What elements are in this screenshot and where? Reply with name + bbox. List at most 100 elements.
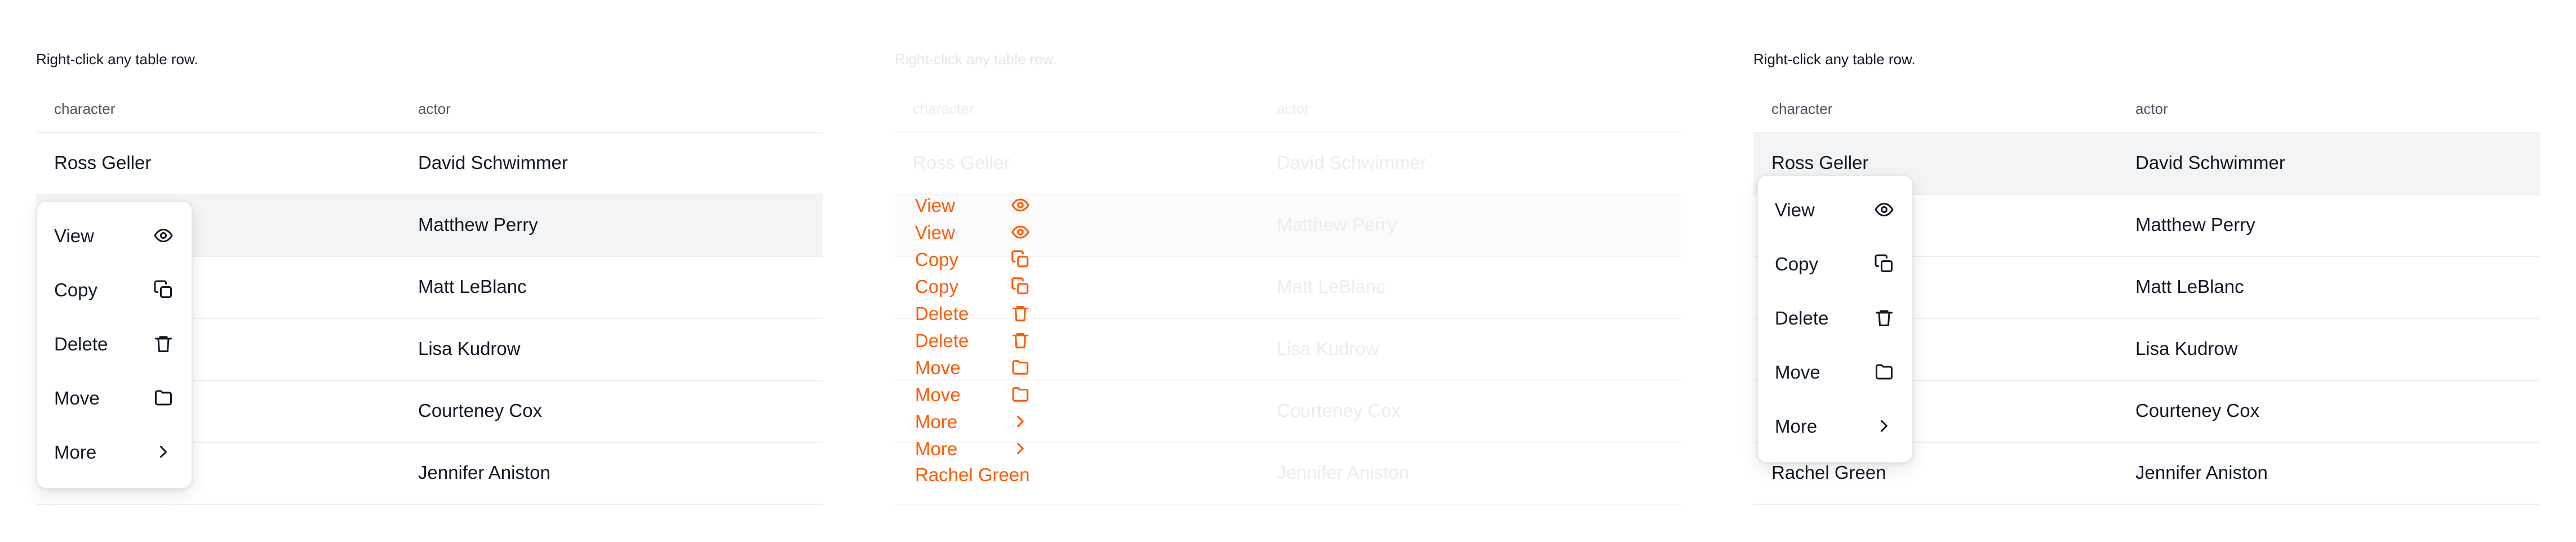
menu-item-move[interactable]: Move [915, 354, 1045, 381]
menu-item-label: Copy [915, 276, 959, 297]
menu-item-view[interactable]: View [915, 192, 1045, 219]
table-row[interactable]: Jennifer Aniston [895, 443, 1681, 505]
copy-icon [1874, 254, 1894, 274]
menu-item-copy[interactable]: Copy [915, 246, 1045, 273]
table-row[interactable]: Ross Geller David Schwimmer [36, 133, 823, 195]
cell-actor: Jennifer Aniston [2135, 462, 2268, 483]
trash-icon [1011, 331, 1030, 350]
table-header: character actor [895, 92, 1681, 133]
chevron-right-icon [153, 442, 174, 462]
cell-actor: Courteney Cox [2135, 400, 2260, 421]
column-header-actor: actor [2135, 100, 2168, 117]
menu-item-delete[interactable]: Delete [37, 318, 192, 372]
chevron-right-icon [1011, 439, 1030, 458]
trash-icon [1011, 304, 1030, 323]
table-header: character actor [36, 92, 823, 133]
context-menu: View Copy Delete Move More [36, 201, 193, 489]
menu-item-copy[interactable]: Copy [37, 264, 192, 318]
menu-item-label: Move [915, 384, 961, 405]
cell-actor: Matt LeBlanc [1277, 276, 1385, 297]
menu-item-more[interactable]: More [1758, 400, 1912, 454]
cell-character: Ross Geller [913, 152, 1010, 173]
menu-item-move[interactable]: Move [37, 372, 192, 426]
menu-item-label: Move [54, 388, 100, 408]
context-menu: View Copy Delete Move More [1757, 175, 1913, 463]
table-row[interactable]: Rachel Green Jennifer Aniston [1753, 443, 2540, 505]
chevron-right-icon [1874, 416, 1894, 436]
cell-actor: Courteney Cox [418, 400, 543, 421]
table-row[interactable]: Ross Geller David Schwimmer [895, 133, 1681, 195]
demo-panel-2: Right-click any table row. character act… [859, 0, 1717, 542]
cell-character: Ross Geller [54, 152, 152, 173]
menu-item-view[interactable]: View [915, 219, 1045, 246]
instruction-text: Right-click any table row. [895, 51, 1057, 68]
menu-item-label: Delete [915, 330, 969, 351]
column-header-character: character [913, 100, 974, 117]
menu-item-more[interactable]: More [915, 408, 1045, 435]
table: character actor Ross Geller David Schwimm… [895, 92, 1681, 505]
instruction-text: Right-click any table row. [36, 51, 198, 68]
folder-icon [1011, 358, 1030, 377]
menu-item-label: Move [915, 357, 961, 378]
context-menu-ghost: View View Copy Copy Delete Delete Move M… [915, 192, 1045, 462]
menu-item-move[interactable]: Move [1758, 346, 1912, 400]
menu-item-label: More [1775, 416, 1818, 437]
menu-item-label: Copy [1775, 254, 1819, 274]
menu-item-label: View [915, 222, 955, 243]
menu-item-view[interactable]: View [1758, 184, 1912, 238]
cell-actor: Lisa Kudrow [418, 338, 521, 359]
cell-actor: Jennifer Aniston [1277, 462, 1409, 483]
ghost-row-label: Rachel Green [915, 464, 1030, 485]
menu-item-copy[interactable]: Copy [1758, 238, 1912, 292]
column-header-actor: actor [1277, 100, 1309, 117]
column-header-actor: actor [418, 100, 451, 117]
table-row[interactable]: Matt LeBlanc [895, 257, 1681, 319]
cell-actor: Lisa Kudrow [1277, 338, 1379, 359]
menu-item-label: More [915, 438, 958, 459]
menu-item-copy[interactable]: Copy [915, 273, 1045, 300]
menu-item-more[interactable]: More [37, 426, 192, 480]
eye-icon [1011, 196, 1030, 215]
cell-actor: Matthew Perry [1277, 214, 1397, 235]
trash-icon [1874, 308, 1894, 328]
eye-icon [1874, 199, 1894, 220]
instruction-text: Right-click any table row. [1753, 51, 1916, 68]
cell-actor: David Schwimmer [1277, 152, 1427, 173]
table-row[interactable]: Matthew Perry [895, 195, 1681, 257]
menu-item-label: Copy [915, 249, 959, 270]
menu-item-view[interactable]: View [37, 210, 192, 264]
cell-actor: Lisa Kudrow [2135, 338, 2238, 359]
table-row[interactable]: Lisa Kudrow [895, 319, 1681, 381]
copy-icon [1011, 277, 1030, 296]
table-row[interactable]: Courteney Cox [895, 381, 1681, 443]
cell-character: Ross Geller [1771, 152, 1869, 173]
cell-actor: Jennifer Aniston [418, 462, 550, 483]
cell-actor: Matthew Perry [418, 214, 538, 235]
chevron-right-icon [1011, 412, 1030, 431]
cell-character: Rachel Green [1771, 462, 1886, 483]
menu-item-label: View [1775, 199, 1815, 220]
menu-item-more[interactable]: More [915, 435, 1045, 462]
menu-item-label: Delete [915, 303, 969, 324]
cell-actor: Matt LeBlanc [418, 276, 527, 297]
menu-item-label: More [915, 411, 958, 432]
menu-item-label: View [915, 195, 955, 216]
eye-icon [1011, 223, 1030, 242]
copy-icon [1011, 250, 1030, 269]
folder-icon [153, 388, 174, 408]
cell-actor: David Schwimmer [2135, 152, 2285, 173]
cell-actor: Matt LeBlanc [2135, 276, 2244, 297]
menu-item-label: Delete [1775, 308, 1829, 328]
menu-item-label: Copy [54, 279, 98, 300]
menu-item-delete[interactable]: Delete [1758, 292, 1912, 346]
menu-item-delete[interactable]: Delete [915, 327, 1045, 354]
menu-item-label: View [54, 225, 94, 246]
menu-item-delete[interactable]: Delete [915, 300, 1045, 327]
menu-item-label: Delete [54, 334, 108, 354]
column-header-character: character [1771, 100, 1833, 117]
cell-actor: Courteney Cox [1277, 400, 1401, 421]
cell-actor: Matthew Perry [2135, 214, 2255, 235]
eye-icon [153, 225, 174, 246]
menu-item-move[interactable]: Move [915, 381, 1045, 408]
trash-icon [153, 334, 174, 354]
